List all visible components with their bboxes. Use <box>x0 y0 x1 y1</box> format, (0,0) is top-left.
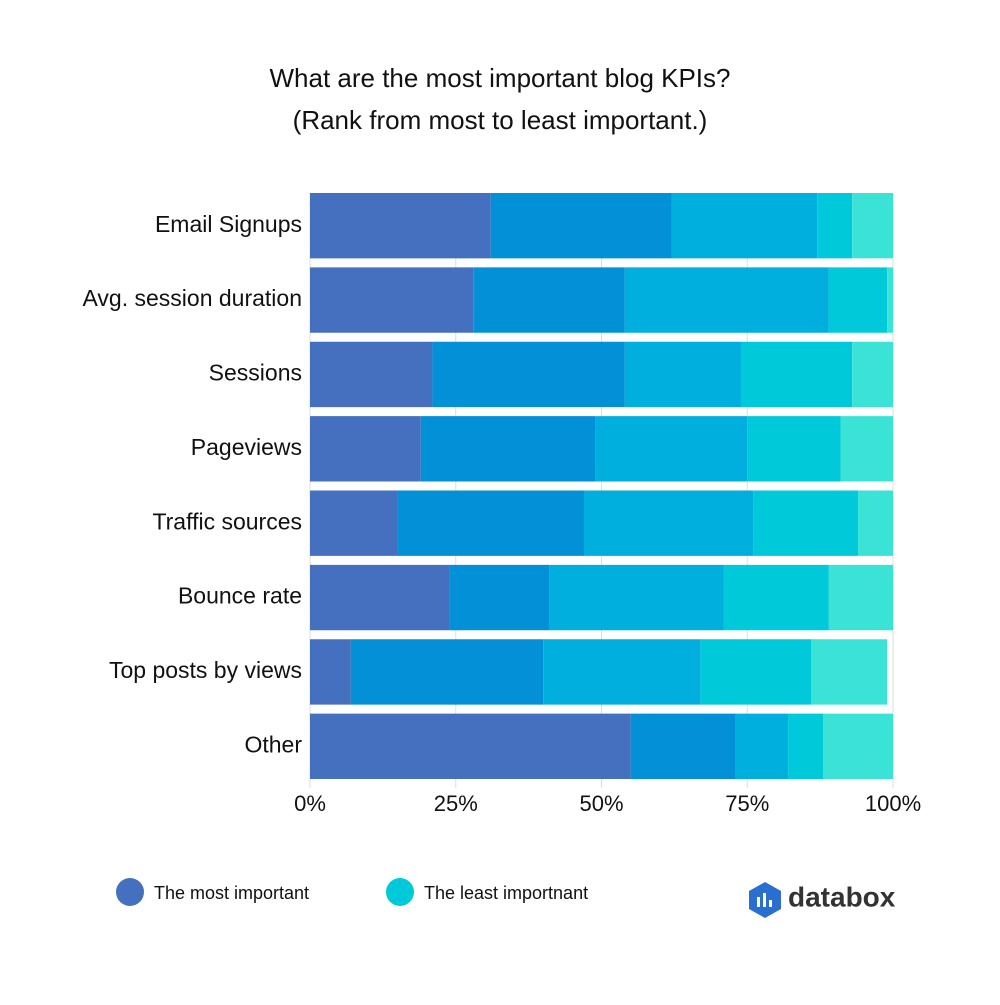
y-tick-label: Other <box>244 731 302 757</box>
bar-segment <box>735 713 789 779</box>
bar-segment <box>310 341 433 408</box>
bar-segment <box>630 713 736 779</box>
legend-label: The most important <box>154 883 309 903</box>
x-tick-label: 75% <box>725 791 769 816</box>
bar-segment <box>490 193 672 259</box>
bar-segment <box>310 713 631 779</box>
bar-segment <box>828 564 893 631</box>
x-tick-label: 50% <box>579 791 623 816</box>
bar-segment <box>700 639 812 705</box>
bar-segment <box>310 639 351 705</box>
bar-segment <box>747 416 841 482</box>
bar-segment <box>543 639 701 705</box>
bar-segment <box>852 193 893 259</box>
y-tick-label: Pageviews <box>191 434 302 460</box>
bar-segment <box>858 490 893 556</box>
chart-subtitle: (Rank from most to least important.) <box>293 105 708 135</box>
bar-segment <box>397 490 585 556</box>
y-tick-label: Bounce rate <box>178 583 302 609</box>
bar-segment <box>811 639 888 705</box>
x-tick-label: 0% <box>294 791 326 816</box>
bar-segment <box>420 416 596 482</box>
bar-segment <box>595 416 748 482</box>
bar-segment <box>828 267 888 333</box>
y-tick-label: Email Signups <box>155 211 302 237</box>
brand-logo <box>749 882 781 918</box>
bar-segment <box>887 267 893 333</box>
legend-marker <box>116 878 144 906</box>
bar-segment <box>624 341 742 408</box>
bar-segment <box>584 490 754 556</box>
legend-label: The least importnant <box>424 883 588 903</box>
bar-segment <box>852 341 893 408</box>
y-tick-label: Traffic sources <box>152 508 302 534</box>
bar-segment <box>310 416 421 482</box>
bar-segment <box>549 564 724 631</box>
chart-title: What are the most important blog KPIs? <box>270 63 731 93</box>
bar-segment <box>840 416 893 482</box>
bar-segment <box>753 490 859 556</box>
bar-segment <box>473 267 625 333</box>
x-tick-label: 25% <box>434 791 478 816</box>
bar-segment <box>817 193 853 259</box>
legend-marker <box>386 878 414 906</box>
brand-name: databox <box>788 881 896 912</box>
bar-segment <box>310 490 398 556</box>
bar-segment <box>310 267 474 333</box>
bar-segment <box>310 193 491 259</box>
y-tick-label: Top posts by views <box>109 657 302 683</box>
bar-segment <box>350 639 544 705</box>
bar-segment <box>823 713 893 779</box>
bar-segment <box>432 341 625 408</box>
bar-segment <box>741 341 853 408</box>
bar-segment <box>310 564 450 631</box>
y-tick-label: Sessions <box>209 360 302 386</box>
x-tick-label: 100% <box>865 791 921 816</box>
bar-segment <box>788 713 824 779</box>
bar-segment <box>671 193 818 259</box>
bar-segment <box>449 564 550 631</box>
bar-segment <box>624 267 829 333</box>
bar-segment <box>723 564 829 631</box>
y-tick-label: Avg. session duration <box>83 285 303 311</box>
